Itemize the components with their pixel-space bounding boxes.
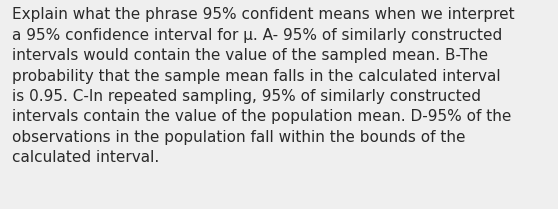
Text: Explain what the phrase 95% confident means when we interpret
a 95% confidence i: Explain what the phrase 95% confident me… <box>12 7 515 165</box>
